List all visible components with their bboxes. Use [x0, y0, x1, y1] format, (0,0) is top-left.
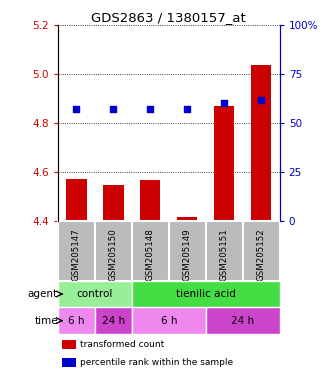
- Bar: [58, 281, 132, 307]
- Text: 24 h: 24 h: [102, 316, 125, 326]
- Bar: [95, 221, 132, 281]
- Bar: [132, 221, 169, 281]
- Text: control: control: [77, 289, 113, 299]
- Text: GSM205147: GSM205147: [72, 228, 81, 281]
- Text: 6 h: 6 h: [161, 316, 177, 326]
- Text: GSM205152: GSM205152: [257, 228, 266, 281]
- Bar: [243, 221, 280, 281]
- Point: [221, 100, 227, 106]
- Text: 6 h: 6 h: [68, 316, 85, 326]
- Text: GSM205150: GSM205150: [109, 228, 118, 281]
- Text: GSM205148: GSM205148: [146, 228, 155, 281]
- Point: [185, 106, 190, 113]
- Bar: [206, 221, 243, 281]
- Title: GDS2863 / 1380157_at: GDS2863 / 1380157_at: [91, 11, 246, 24]
- Bar: [66, 179, 87, 221]
- Bar: [132, 307, 206, 334]
- Text: time: time: [34, 316, 58, 326]
- Point: [259, 96, 264, 103]
- Bar: [206, 307, 280, 334]
- Text: GSM205149: GSM205149: [183, 228, 192, 281]
- Text: transformed count: transformed count: [80, 340, 165, 349]
- Bar: [251, 65, 271, 221]
- Bar: [140, 180, 161, 221]
- Bar: [95, 307, 132, 334]
- Bar: [169, 221, 206, 281]
- Text: GSM205151: GSM205151: [220, 228, 229, 281]
- Text: 24 h: 24 h: [231, 316, 254, 326]
- Text: percentile rank within the sample: percentile rank within the sample: [80, 358, 233, 367]
- Text: tienilic acid: tienilic acid: [176, 289, 236, 299]
- Bar: [62, 340, 76, 349]
- Bar: [62, 358, 76, 367]
- Bar: [58, 307, 95, 334]
- Bar: [58, 221, 95, 281]
- Bar: [103, 185, 123, 221]
- Bar: [132, 281, 280, 307]
- Bar: [177, 217, 198, 221]
- Text: agent: agent: [28, 289, 58, 299]
- Point: [148, 106, 153, 113]
- Bar: [214, 106, 234, 221]
- Point: [111, 106, 116, 113]
- Point: [74, 106, 79, 113]
